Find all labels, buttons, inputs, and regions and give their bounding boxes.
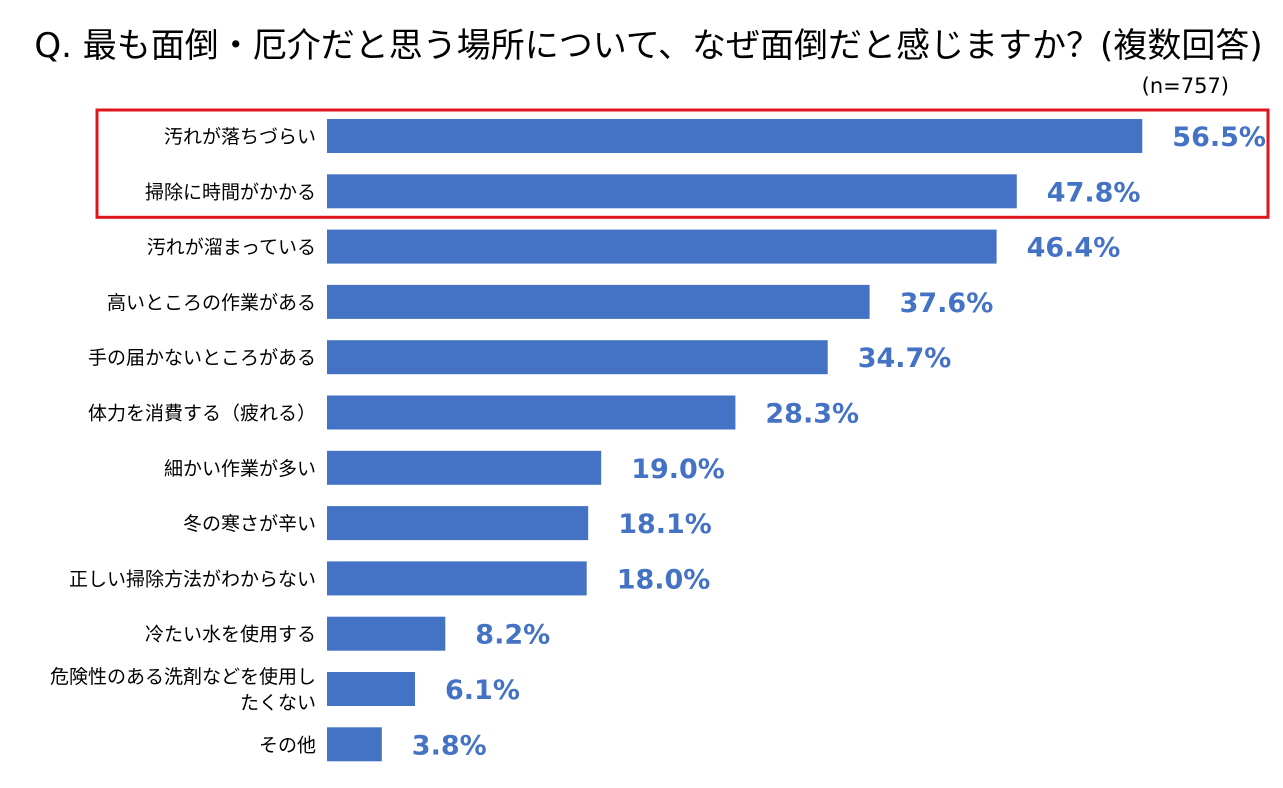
category-label: 体力を消費する（疲れる） <box>88 403 316 425</box>
bar <box>327 672 415 706</box>
value-label: 37.6% <box>900 288 994 319</box>
bars-group <box>327 119 1143 762</box>
bar <box>327 284 870 319</box>
value-label: 18.0% <box>617 564 711 595</box>
bar <box>327 450 602 485</box>
category-labels-group: 汚れが落ちづらい掃除に時間がかかる汚れが溜まっている高いところの作業がある手の届… <box>50 126 316 756</box>
bar <box>327 119 1143 153</box>
category-label: 冷たい水を使用する <box>145 624 316 646</box>
value-label: 47.8% <box>1047 177 1141 208</box>
bar <box>327 506 589 541</box>
value-label: 18.1% <box>618 509 712 540</box>
bar <box>327 395 736 430</box>
value-label: 19.0% <box>631 454 725 485</box>
category-label: 掃除に時間がかかる <box>145 181 316 203</box>
category-label: 高いところの作業がある <box>107 292 316 314</box>
highlight-box <box>95 108 1270 219</box>
value-label: 46.4% <box>1027 233 1121 264</box>
category-label: 汚れが落ちづらい <box>164 126 316 148</box>
sample-size-label: (n=757) <box>1141 74 1229 98</box>
bar <box>327 727 382 762</box>
value-label: 6.1% <box>445 675 520 706</box>
category-label: 手の届かないところがある <box>88 347 316 369</box>
bar <box>327 561 587 596</box>
category-label: 正しい掃除方法がわからない <box>69 568 316 590</box>
category-label-line: たくない <box>240 692 316 714</box>
value-label: 56.5% <box>1172 122 1266 153</box>
value-label: 3.8% <box>412 730 487 761</box>
category-label: 危険性のある洗剤などを使用したくない <box>50 666 316 714</box>
value-label: 8.2% <box>475 620 550 651</box>
bar <box>327 174 1017 209</box>
category-label: 細かい作業が多い <box>164 458 316 480</box>
category-label: その他 <box>259 734 316 756</box>
bar <box>327 340 828 375</box>
category-label-line: 危険性のある洗剤などを使用し <box>50 666 316 688</box>
category-label: 冬の寒さが辛い <box>183 513 316 535</box>
chart-title: Q. 最も面倒・厄介だと思う場所について、なぜ面倒だと感じますか？(複数回答) <box>34 26 1263 66</box>
value-labels-group: 56.5% 47.8% 46.4% 37.6% 34.7% 28.3% 19.0% 18.1%… <box>412 122 1266 761</box>
bar <box>327 229 997 264</box>
category-label: 汚れが溜まっている <box>147 237 316 259</box>
bar <box>327 616 446 651</box>
value-label: 34.7% <box>858 343 952 374</box>
value-label: 28.3% <box>765 399 859 430</box>
